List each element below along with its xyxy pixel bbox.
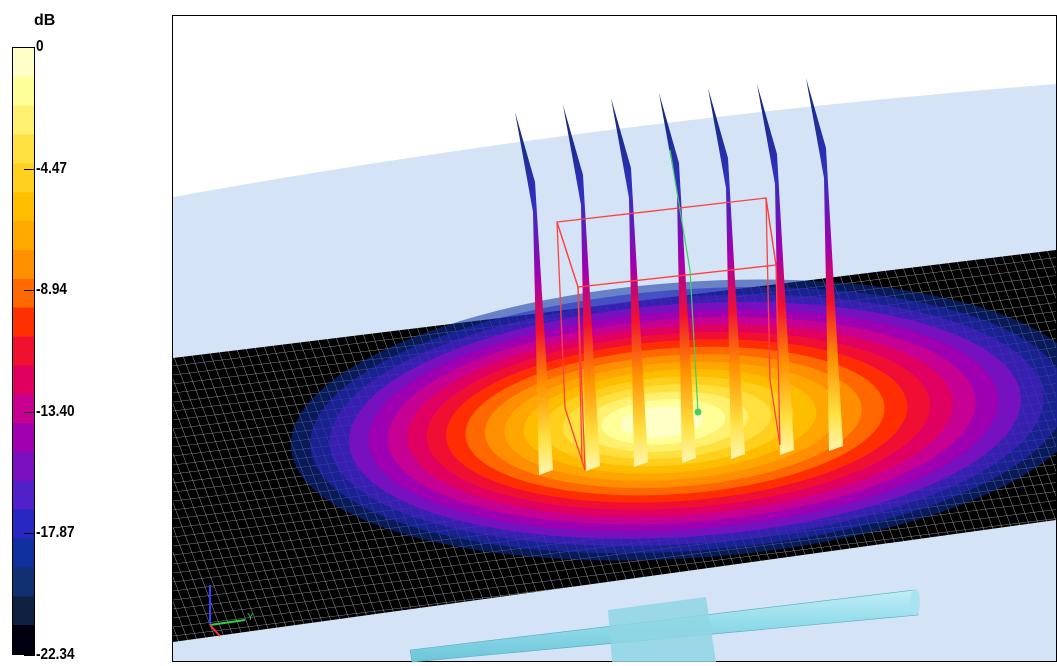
colorbar-tick [24,290,35,292]
colorbar-tick-label: -22.34 [36,646,75,663]
colorbar-unit: dB [34,12,56,29]
colorbar-tick [24,168,35,170]
marker [694,408,702,416]
fin [659,93,696,463]
fin [563,105,600,471]
colorbar-tick-label: -4.47 [36,159,67,177]
colorbar-tick [24,47,35,48]
fin [757,84,794,455]
fin [708,88,745,459]
colorbar-tick-label: -8.94 [36,281,67,299]
source-box [556,197,781,471]
fins [515,78,843,475]
colorbar-tick [24,411,35,413]
fin [515,112,553,475]
axes-icon: Y [209,585,254,637]
fin [611,98,648,467]
colorbar-tick-label: -17.87 [36,524,75,542]
colorbar-tick [24,655,35,656]
colorbar [12,47,35,655]
fin [806,78,843,451]
colorbar-tick-label: -13.40 [36,402,75,420]
cylinder [409,589,920,663]
axis-y-label: Y [247,612,254,623]
colorbar-tick-label: 0 [36,38,44,55]
colorbar-tick [24,533,35,535]
3d-view: Y [172,15,1057,663]
axis-line [669,149,699,413]
